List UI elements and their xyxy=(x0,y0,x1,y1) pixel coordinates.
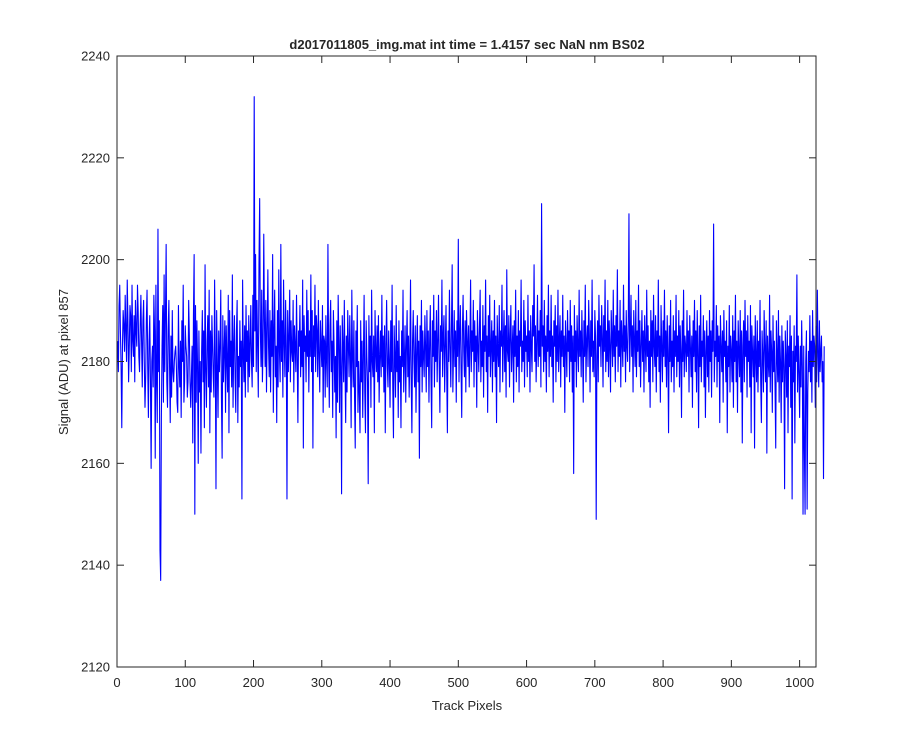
x-tick-label: 100 xyxy=(174,675,196,690)
x-tick-label: 600 xyxy=(516,675,538,690)
y-tick-label: 2220 xyxy=(81,150,110,165)
y-tick-label: 2160 xyxy=(81,456,110,471)
y-axis-label: Signal (ADU) at pixel 857 xyxy=(56,289,71,435)
x-tick-label: 500 xyxy=(447,675,469,690)
x-tick-label: 300 xyxy=(311,675,333,690)
x-tick-label: 200 xyxy=(243,675,265,690)
y-tick-label: 2180 xyxy=(81,354,110,369)
y-tick-label: 2240 xyxy=(81,49,110,64)
series-line-0 xyxy=(117,96,825,581)
x-tick-label: 1000 xyxy=(785,675,814,690)
x-tick-label: 900 xyxy=(721,675,743,690)
y-tick-label: 2140 xyxy=(81,558,110,573)
plot-area: 0 100 200 300 400 500 600 700 800 900 1000 2120 2140… xyxy=(81,49,825,690)
x-tick-label: 400 xyxy=(379,675,401,690)
y-tick-label: 2200 xyxy=(81,252,110,267)
x-tick-label: 0 xyxy=(113,675,120,690)
y-tick-label: 2120 xyxy=(81,660,110,675)
x-tick-label: 700 xyxy=(584,675,606,690)
x-tick-label: 800 xyxy=(652,675,674,690)
chart-title: d2017011805_img.mat int time = 1.4157 se… xyxy=(289,37,644,52)
x-axis-label: Track Pixels xyxy=(432,698,503,713)
